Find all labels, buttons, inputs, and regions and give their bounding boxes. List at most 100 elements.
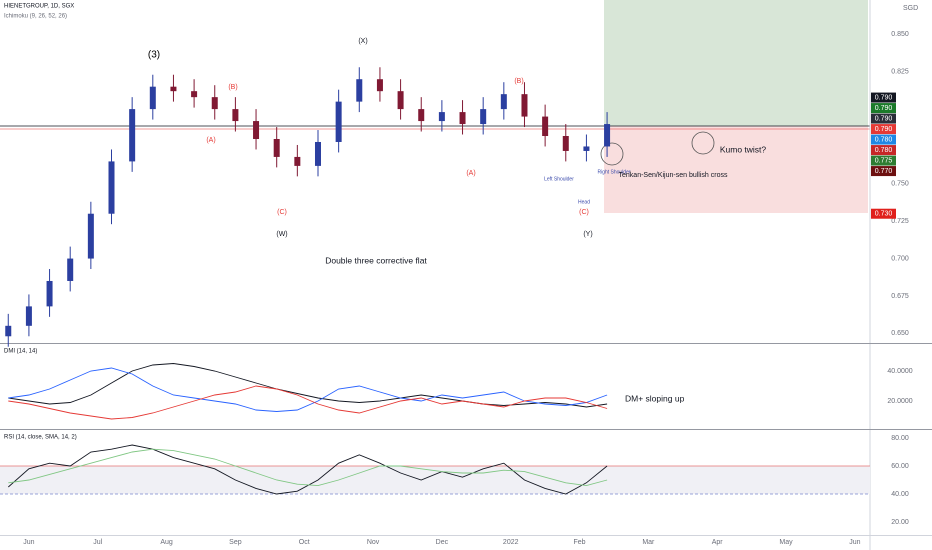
price-label: 0.770: [875, 168, 893, 175]
y-tick-label: 20.00: [891, 519, 909, 526]
price-label: 0.790: [875, 115, 893, 122]
candle-body: [500, 94, 507, 110]
annotation: (B): [514, 78, 523, 85]
y-tick-label: 40.00: [891, 491, 909, 498]
indicator-title: Ichimoku (9, 26, 52, 26): [4, 14, 67, 20]
candle-body: [46, 280, 53, 307]
cross-circle: [600, 142, 624, 166]
x-tick-label: Jun: [23, 539, 34, 546]
y-tick-label: 60.00: [891, 463, 909, 470]
price-label: 0.730: [875, 211, 893, 218]
price-label-bg: [871, 92, 896, 103]
annotation: (C): [579, 209, 589, 216]
annotation: (3): [148, 50, 160, 61]
y-tick-label: 0.850: [891, 31, 909, 38]
annotation: (Y): [583, 231, 592, 238]
candle-body: [356, 79, 363, 102]
candle-body: [480, 109, 487, 125]
price-label: 0.790: [875, 126, 893, 133]
price-label-bg: [871, 134, 896, 145]
x-tick-label: Nov: [367, 539, 380, 546]
chart-title: HIENETGROUP, 1D, SGX: [4, 4, 74, 10]
candle-body: [273, 138, 280, 157]
price-label-bg: [871, 208, 896, 219]
series-line: [8, 444, 608, 495]
candle-body: [253, 121, 260, 139]
series-line: [8, 363, 608, 408]
price-label-bg: [871, 155, 896, 166]
candle-body: [583, 146, 590, 151]
candle-body: [87, 213, 94, 259]
y-tick-label: 0.750: [891, 181, 909, 188]
rsi-title: RSI (14, close, SMA, 14, 2): [4, 435, 77, 441]
annotation: (W): [276, 231, 287, 238]
annotation: Left Shoulder: [544, 176, 574, 182]
price-label: 0.780: [875, 147, 893, 154]
x-tick-label: Jun: [849, 539, 860, 546]
x-tick-label: Feb: [574, 539, 586, 546]
candle-body: [562, 136, 569, 151]
x-tick-label: Dec: [436, 539, 449, 546]
candle-body: [170, 86, 177, 92]
annotation: Kumo twist?: [720, 144, 767, 154]
x-tick-label: Jul: [93, 539, 102, 546]
y-tick-label: 80.00: [891, 435, 909, 442]
x-tick-label: May: [779, 539, 793, 546]
annotation: (A): [466, 170, 475, 177]
series-line: [8, 448, 608, 487]
price-label-bg: [871, 124, 896, 135]
candle-body: [232, 109, 239, 122]
price-label-bg: [871, 103, 896, 114]
loss-zone: [604, 126, 868, 213]
x-tick-label: Sep: [229, 539, 242, 546]
profit-zone: [604, 0, 868, 126]
candle-body: [67, 258, 74, 281]
kumo-circle: [691, 131, 715, 155]
rsi-band: [0, 465, 870, 494]
candle-body: [459, 112, 466, 125]
annotation: Double three corrective flat: [325, 255, 427, 265]
x-tick-label: 2022: [503, 539, 519, 546]
candle-body: [191, 91, 198, 98]
candle-body: [25, 306, 32, 326]
x-tick-label: Mar: [642, 539, 655, 546]
annotation: Head: [578, 199, 590, 205]
y-tick-label: 40.0000: [887, 368, 912, 375]
price-label: 0.775: [875, 157, 893, 164]
y-tick-label: 0.650: [891, 330, 909, 337]
candle-body: [314, 141, 321, 166]
y-tick-label: 0.700: [891, 255, 909, 262]
dmi-title: DMI (14, 14): [4, 349, 37, 355]
y-tick-label: 0.725: [891, 218, 909, 225]
series-line: [8, 367, 608, 412]
candle-body: [521, 94, 528, 117]
dmi-annotation: DM+ sloping up: [625, 393, 685, 403]
candle-body: [108, 161, 115, 214]
candle-body: [335, 101, 342, 142]
x-tick-label: Aug: [160, 539, 173, 546]
candle-body: [542, 116, 549, 137]
y-tick-label: 0.825: [891, 69, 909, 76]
candle-body: [211, 97, 218, 110]
y-tick-label: 0.675: [891, 293, 909, 300]
price-label-bg: [871, 145, 896, 156]
price-label: 0.790: [875, 105, 893, 112]
series-line: [8, 385, 608, 420]
annotation: (X): [358, 38, 367, 45]
candle-body: [397, 91, 404, 110]
annotation: (B): [228, 84, 237, 91]
price-label: 0.790: [875, 94, 893, 101]
candle-body: [418, 109, 425, 122]
price-label-bg: [871, 166, 896, 177]
annotation: Tenkan-Sen/Kijun-sen bullish cross: [619, 172, 728, 179]
annotation: (A): [206, 137, 215, 144]
price-label-bg: [871, 113, 896, 124]
candle-body: [294, 156, 301, 166]
candle-body: [438, 112, 445, 122]
annotation: Right Shoulder: [597, 169, 630, 175]
candle-body: [604, 124, 611, 147]
y-tick-label: 20.0000: [887, 398, 912, 405]
annotation: (C): [277, 209, 287, 216]
x-tick-label: Apr: [712, 539, 724, 546]
